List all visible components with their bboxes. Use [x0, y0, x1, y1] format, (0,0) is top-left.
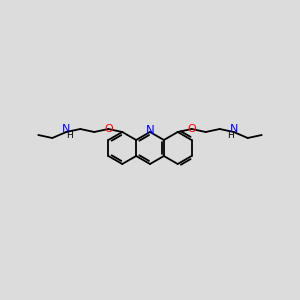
Text: H: H [66, 130, 73, 140]
Text: N: N [146, 124, 154, 137]
Text: N: N [62, 124, 70, 134]
Text: O: O [187, 124, 196, 134]
Text: H: H [227, 130, 234, 140]
Text: N: N [230, 124, 238, 134]
Text: O: O [104, 124, 113, 134]
